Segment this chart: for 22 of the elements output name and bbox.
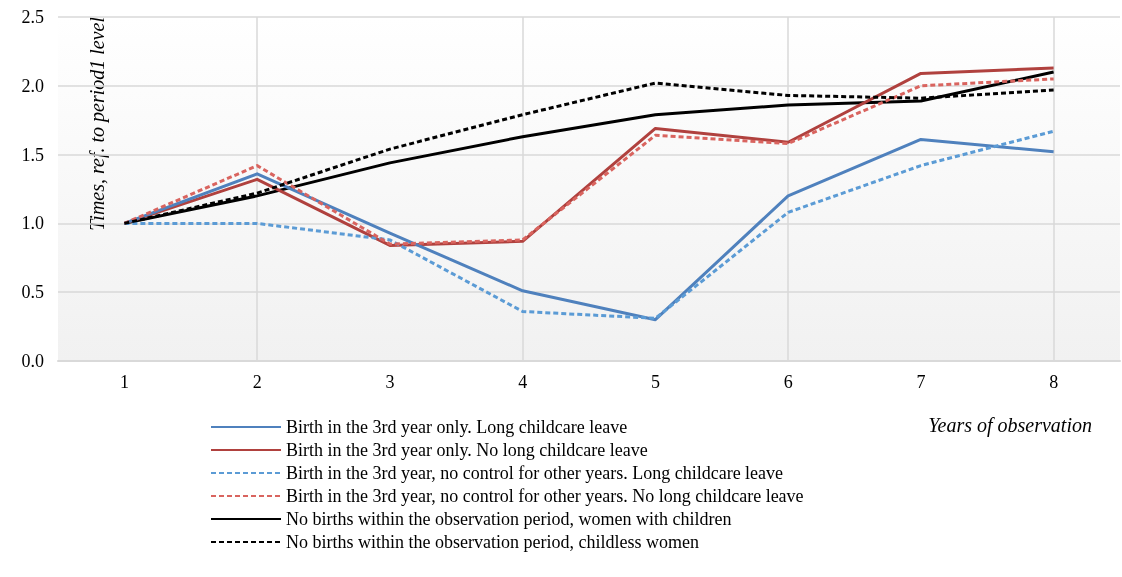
legend-label: No births within the observation period, women with children <box>286 509 732 529</box>
legend-label: No births within the observation period, childless women <box>286 532 699 552</box>
y-tick-label: 1.0 <box>21 213 44 234</box>
x-tick-label: 3 <box>385 372 395 392</box>
y-tick-label: 2.5 <box>21 7 44 27</box>
x-tick-label: 5 <box>650 372 660 392</box>
x-tick-label: 7 <box>916 372 926 392</box>
x-tick-label: 8 <box>1049 372 1059 392</box>
y-tick-label: 2.0 <box>21 75 44 96</box>
legend-label: Birth in the 3rd year, no control for other years. No long childcare leave <box>286 486 804 506</box>
y-axis-title: Times, ref. to period1 level <box>86 16 109 231</box>
x-tick-label: 6 <box>783 372 793 392</box>
legend-label: Birth in the 3rd year, no control for other years. Long childcare leave <box>286 463 784 483</box>
x-tick-label: 4 <box>518 372 528 392</box>
x-tick-label: 1 <box>119 372 129 392</box>
x-axis-title: Years of observation <box>928 414 1092 437</box>
y-tick-label: 0.0 <box>21 351 44 371</box>
legend-label: Birth in the 3rd year only. Long childcare leave <box>286 417 628 437</box>
y-tick-label: 0.5 <box>21 282 44 303</box>
y-tick-label: 1.5 <box>21 144 44 165</box>
legend-label: Birth in the 3rd year only. No long childcare leave <box>286 440 648 460</box>
x-tick-label: 2 <box>252 372 262 392</box>
